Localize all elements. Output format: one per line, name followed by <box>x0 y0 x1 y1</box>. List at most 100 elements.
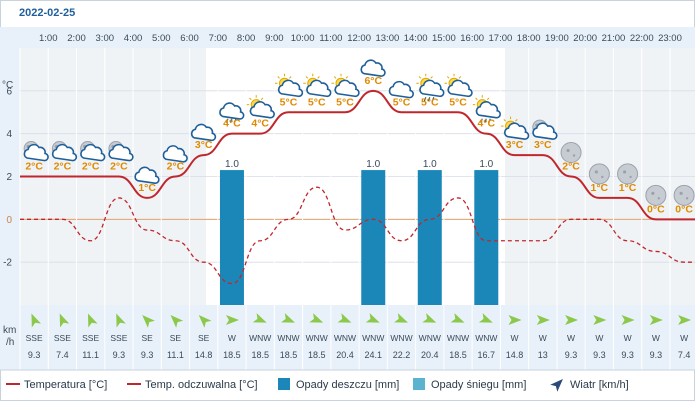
cloud-shape <box>162 145 188 163</box>
temperature-label: 5°C <box>421 96 439 108</box>
wind-speed: 20.4 <box>336 350 354 360</box>
moon-cloud-icon <box>532 119 558 140</box>
temperature-label: 2°C <box>82 161 100 173</box>
hour-label: 20:00 <box>573 33 597 44</box>
sun-cloud-icon <box>303 73 332 98</box>
wind-direction: SSE <box>82 333 99 343</box>
hour-label: 11:00 <box>319 33 342 44</box>
sun-ray <box>289 76 292 79</box>
rain-drop <box>431 97 435 102</box>
wind-arrow-shape <box>31 313 42 328</box>
legend-label: Opady deszczu [mm] <box>296 379 399 391</box>
temperature-label: 5°C <box>393 96 411 108</box>
hour-label: 1:00 <box>39 33 58 44</box>
temperature-label: 2°C <box>562 161 580 173</box>
rain-drop <box>229 118 233 123</box>
hour-label: 15:00 <box>432 33 456 44</box>
rain-drop <box>480 118 483 123</box>
sun-cloud-icon <box>246 95 275 119</box>
cloud-shape <box>190 123 217 142</box>
wind-speed: 18.5 <box>280 350 298 360</box>
wind-arrow-shape <box>116 313 126 328</box>
hour-label: 12:00 <box>347 33 371 44</box>
wind-direction: W <box>228 333 236 343</box>
wind-direction: WNW <box>390 333 412 343</box>
rain-bar <box>219 170 244 305</box>
legend-swatch-precip <box>278 378 290 390</box>
legend-swatch-precip <box>413 378 425 390</box>
y-tick-label: 0 <box>6 215 12 226</box>
y-unit-label: °C <box>2 80 13 91</box>
wind-arrow-icon <box>593 315 607 325</box>
wind-arrow-shape <box>565 315 579 325</box>
wind-arrow-shape <box>59 313 70 328</box>
wind-direction: WNW <box>249 333 271 343</box>
cloud-shape <box>277 79 304 98</box>
wind-direction: W <box>595 333 603 343</box>
rain-drop <box>423 97 427 102</box>
wind-arrow-icon <box>422 313 437 323</box>
sun-ray <box>458 76 462 79</box>
moon-crater <box>657 197 661 200</box>
hour-label: 19:00 <box>545 33 569 44</box>
moon-cloud-icon <box>108 141 134 162</box>
wind-arrow-shape <box>394 313 408 323</box>
moon-icon <box>645 184 667 206</box>
temperature-label: 3°C <box>195 139 213 151</box>
temperature-label: 2°C <box>54 161 72 173</box>
cloud-icon <box>134 166 160 184</box>
hour-label: 23:00 <box>658 33 682 44</box>
wind-speed: 9.3 <box>621 350 634 360</box>
moon-cloud-icon <box>23 141 49 162</box>
wind-direction: SE <box>198 333 210 343</box>
wind-direction: WNW <box>475 333 497 343</box>
cloud-shape <box>51 143 78 162</box>
wind-speed: 24.1 <box>364 350 382 360</box>
legend-wind-arrow-icon <box>550 379 563 392</box>
wind-arrow-icon <box>309 313 324 323</box>
hour-label: 6:00 <box>180 33 199 44</box>
wind-direction: WNW <box>419 333 441 343</box>
hour-label: 17:00 <box>489 33 513 44</box>
wind-direction: SSE <box>54 333 71 343</box>
moon-crater <box>566 148 570 153</box>
legend-label: Wiatr [km/h] <box>570 379 629 391</box>
date-label: 2022-02-25 <box>19 7 75 19</box>
wind-speed: 22.2 <box>393 350 411 360</box>
wind-arrow-icon <box>225 315 239 325</box>
temperature-label: 1°C <box>619 182 637 194</box>
wind-arrow-icon <box>87 313 98 328</box>
temperature-label: 1°C <box>591 182 609 194</box>
wind-direction: WNW <box>334 333 356 343</box>
temperature-line <box>20 89 695 221</box>
wind-speed: 14.8 <box>506 350 524 360</box>
wind-arrow-shape <box>621 315 635 325</box>
temperature-label: 5°C <box>280 96 298 108</box>
rain-label: 1.0 <box>225 159 239 170</box>
wind-speed: 14.8 <box>195 350 213 360</box>
wind-unit-km: km <box>3 325 16 336</box>
wind-direction: WNW <box>362 333 384 343</box>
sun-cloud-icon <box>274 73 304 98</box>
wind-arrow-icon <box>337 313 352 323</box>
wind-arrow-shape <box>142 315 155 328</box>
moon-icon <box>673 184 695 206</box>
temperature-label: 2°C <box>25 161 43 173</box>
temperature-label: 4°C <box>223 118 241 130</box>
cloud-shape <box>532 122 558 140</box>
moon-shape <box>588 163 610 185</box>
cloud-shape <box>134 166 160 184</box>
wind-arrow-icon <box>478 313 493 323</box>
cloud-shape <box>334 79 360 98</box>
sun-ray <box>486 97 490 101</box>
wind-arrow-icon <box>198 315 212 328</box>
hour-header-band <box>20 27 695 48</box>
sun-ray <box>475 97 478 101</box>
wind-arrow-shape <box>450 313 465 323</box>
wind-direction: W <box>680 333 688 343</box>
wind-arrow-shape <box>252 313 267 323</box>
moon-crater <box>629 175 632 179</box>
hour-label: 7:00 <box>209 33 228 44</box>
sun-ray <box>260 97 264 101</box>
